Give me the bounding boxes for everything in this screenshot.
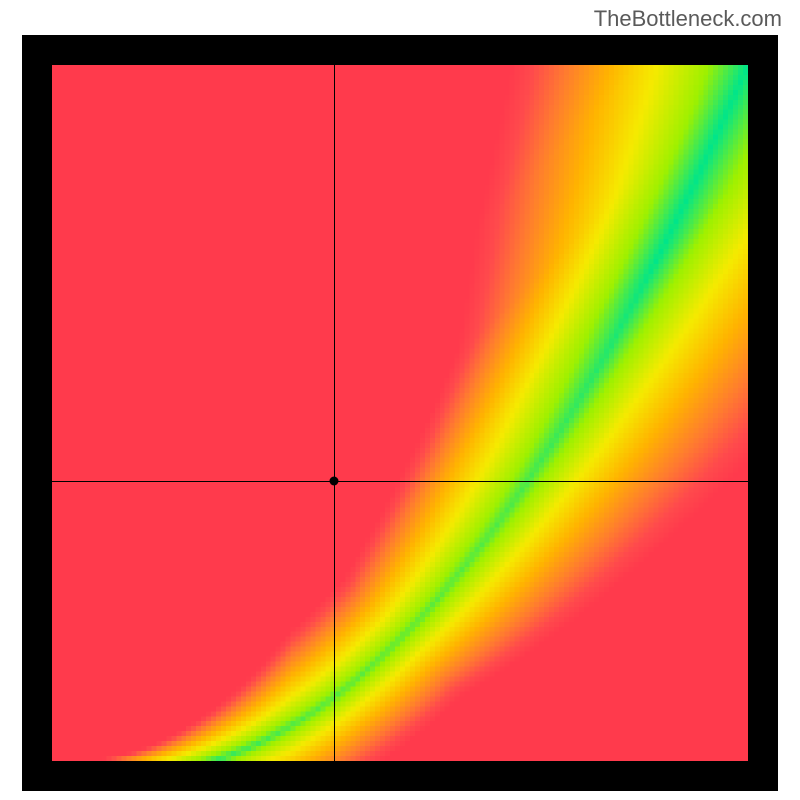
watermark-text: TheBottleneck.com <box>594 6 782 32</box>
crosshair-horizontal <box>52 481 748 482</box>
bottleneck-heatmap <box>52 65 748 761</box>
crosshair-vertical <box>334 65 335 761</box>
chart-frame <box>22 35 778 791</box>
crosshair-marker-dot <box>329 476 338 485</box>
heatmap-plot-area <box>52 65 748 761</box>
